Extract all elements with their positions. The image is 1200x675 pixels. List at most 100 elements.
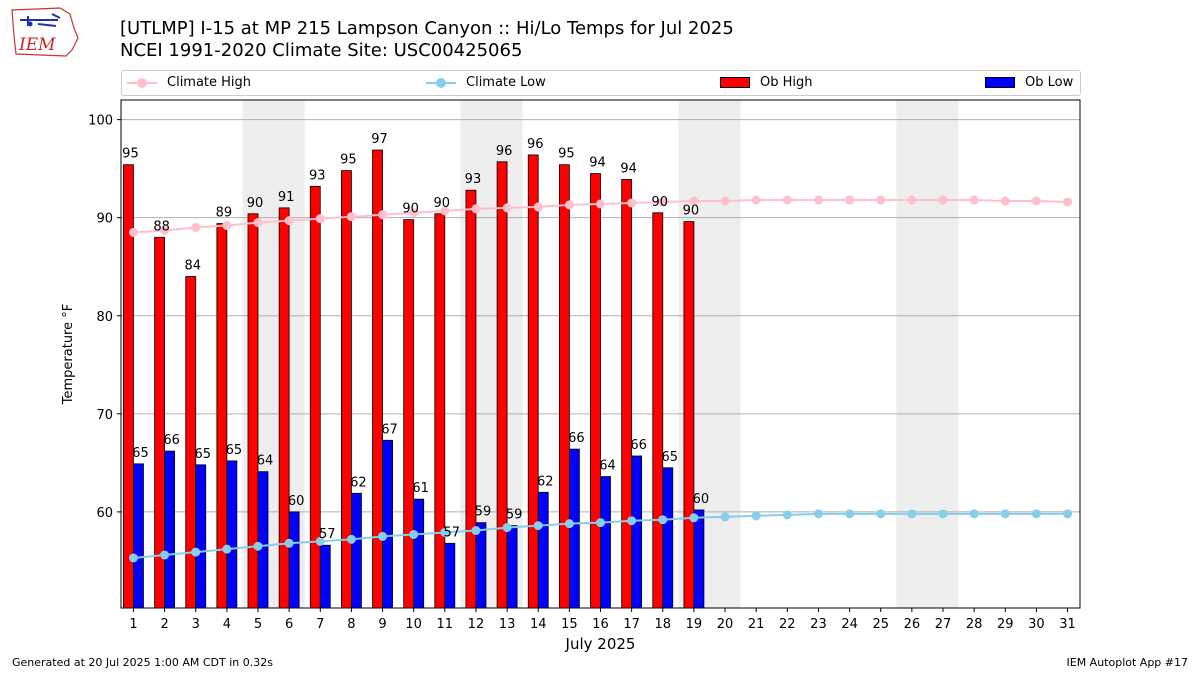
climate-low-point [907,509,917,519]
ob-low-bar [506,525,518,609]
x-tick-label: 16 [592,617,609,632]
climate-high-point [845,195,855,205]
ob-high-label: 97 [371,132,388,147]
x-tick-label: 15 [561,617,578,632]
x-tick-label: 10 [405,617,422,632]
climate-low-point [1000,509,1010,519]
ob-high-label: 90 [247,196,264,211]
climate-low-point [502,523,512,533]
climate-low-point [658,515,668,525]
ob-high-bar [558,164,570,609]
chart-legend: Climate High Climate Low Ob High Ob Low [121,70,1081,96]
climate-low-point [627,516,637,526]
climate-high-point [440,206,450,216]
ob-low-bar [568,448,580,609]
ob-high-label: 90 [683,204,700,219]
y-tick-label: 70 [96,408,113,423]
climate-low-point [409,529,419,539]
ob-low-label: 59 [506,508,523,523]
ob-low-label: 66 [630,438,647,453]
ob-high-label: 93 [465,172,482,187]
ob-low-label: 62 [537,474,554,489]
x-tick-label: 25 [872,617,889,632]
climate-low-point [440,527,450,537]
y-axis-label: Temperature °F [61,304,76,405]
x-tick-label: 14 [530,617,547,632]
climate-low-point [1063,509,1073,519]
climate-low-point [689,513,699,523]
climate-low-point [938,509,948,519]
climate-low-point [253,541,263,551]
ob-high-bar [496,161,508,609]
climate-high-point [596,199,605,209]
x-tick-label: 9 [378,617,386,632]
x-tick-label: 4 [223,617,231,632]
climate-high-point [378,210,388,220]
ob-high-bar [278,207,290,609]
climate-high-point [284,216,294,226]
generated-note: Generated at 20 Jul 2025 1:00 AM CDT in … [12,656,273,669]
ob-high-label: 91 [278,190,295,205]
x-tick-label: 31 [1059,617,1076,632]
ob-low-label: 59 [475,505,492,520]
climate-low-point [222,544,232,554]
ob-high-label: 95 [122,147,139,162]
app-note: IEM Autoplot App #17 [1066,656,1189,669]
legend-label-ob-low: Ob Low [1025,75,1074,90]
ob-high-bar [434,213,446,609]
climate-high-point [346,212,356,222]
ob-low-label: 57 [444,525,461,540]
legend-swatch-ob-high [720,77,750,88]
x-tick-label: 12 [468,617,485,632]
climate-low-point [378,531,388,541]
legend-item-ob-high: Ob High [720,75,813,90]
climate-high-point [1063,197,1073,207]
climate-high-point [907,195,917,205]
ob-low-label: 60 [693,492,710,507]
climate-low-point [845,509,855,519]
ob-high-label: 94 [620,161,637,176]
ob-low-bar [195,464,207,609]
ob-high-bar [590,173,601,609]
ob-low-label: 66 [568,431,585,446]
x-tick-label: 1 [129,617,137,632]
x-tick-label: 23 [810,617,827,632]
ob-low-label: 65 [226,443,243,458]
climate-high-point [658,197,668,207]
ob-high-bar [185,276,197,609]
x-tick-label: 11 [437,617,454,632]
ob-high-bar [652,212,664,609]
x-tick-label: 27 [935,617,952,632]
ob-low-bar [413,498,425,609]
x-tick-label: 13 [499,617,516,632]
climate-high-point [938,195,948,205]
ob-high-label: 96 [527,137,544,152]
climate-high-point [315,214,325,224]
ob-high-label: 90 [434,196,451,211]
x-tick-label: 24 [841,617,858,632]
legend-label-ob-high: Ob High [760,75,813,90]
climate-high-point [409,208,419,218]
ob-low-label: 65 [194,447,211,462]
ob-high-label: 94 [589,156,606,171]
ob-high-bar [465,189,477,609]
climate-high-point [720,196,730,206]
climate-low-point [128,553,138,563]
legend-item-ob-low: Ob Low [985,75,1073,90]
climate-high-point [160,225,170,235]
ob-low-label: 65 [661,450,678,465]
ob-low-label: 57 [319,527,336,542]
climate-low-point [720,512,730,522]
ob-high-bar [683,221,695,609]
iem-logo: IEM [11,7,79,57]
y-tick-label: 90 [96,212,113,227]
chart-title: [UTLMP] I-15 at MP 215 Lampson Canyon ::… [120,18,734,39]
x-tick-label: 3 [192,617,200,632]
climate-low-point [533,521,543,531]
climate-high-point [191,222,201,232]
climate-high-point [471,204,481,214]
ob-low-bar [475,522,487,609]
climate-high-point [1031,196,1041,206]
climate-high-point [751,195,761,205]
